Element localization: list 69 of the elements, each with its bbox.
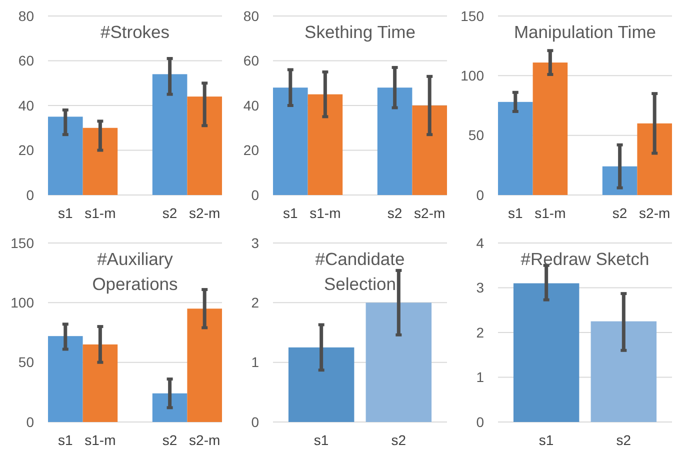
bar (308, 94, 343, 195)
x-tick-label: s1-m (84, 432, 116, 448)
x-tick-label: s2 (612, 205, 628, 221)
chart-title: #Strokes (100, 22, 170, 42)
y-tick-label: 50 (18, 354, 34, 370)
y-tick-label: 0 (476, 414, 484, 430)
bar (82, 344, 118, 422)
y-tick-label: 150 (10, 234, 34, 251)
x-tick-label: s1 (508, 205, 523, 221)
x-tick-label: s2-m (414, 205, 446, 221)
x-tick-label: s2-m (189, 205, 220, 221)
x-tick-label: s1 (58, 205, 73, 221)
y-tick-label: 4 (476, 234, 484, 251)
bar (82, 128, 118, 195)
bar (602, 166, 638, 195)
bar (377, 88, 412, 195)
y-tick-label: 0 (251, 186, 260, 203)
y-tick-label: 150 (460, 8, 484, 24)
y-tick-label: 80 (18, 8, 34, 24)
y-tick-label: 40 (18, 97, 34, 114)
x-tick-label: s2 (616, 432, 632, 448)
bar (532, 62, 568, 195)
y-tick-label: 40 (243, 97, 260, 114)
chart-title: Skething Time (304, 22, 416, 42)
text: #Candidate Selection (315, 249, 405, 294)
y-tick-label: 0 (476, 186, 484, 203)
y-tick-label: 20 (18, 142, 34, 158)
x-tick-label: s1 (538, 432, 554, 448)
y-tick-label: 20 (243, 142, 260, 158)
y-tick-label: 0 (251, 414, 260, 430)
y-tick-label: 0 (26, 186, 34, 203)
bar (273, 88, 308, 195)
bar (152, 393, 188, 422)
x-tick-label: s1-m (534, 205, 566, 221)
bar (187, 96, 222, 195)
x-tick-label: s2 (162, 432, 178, 448)
x-tick-label: s2-m (639, 205, 670, 221)
x-tick-label: s1-m (84, 205, 116, 221)
x-tick-label: s2 (387, 205, 402, 221)
chart-title: #Redraw Sketch (520, 249, 650, 269)
y-tick-label: 3 (251, 234, 260, 251)
y-tick-label: 50 (468, 127, 484, 144)
x-tick-label: s2-m (189, 432, 220, 448)
y-tick-label: 60 (243, 52, 260, 69)
y-tick-label: 100 (460, 68, 484, 84)
x-tick-label: s1 (58, 432, 73, 448)
text: #Auxiliary Operations (92, 249, 178, 294)
y-tick-label: 2 (251, 294, 260, 311)
y-tick-label: 1 (251, 354, 260, 370)
y-tick-label: 60 (18, 52, 34, 69)
chart-title: Manipulation Time (514, 22, 656, 42)
bar (152, 74, 188, 195)
y-tick-label: 2 (476, 324, 484, 340)
bar (498, 102, 533, 195)
bar (637, 123, 672, 195)
bar (48, 336, 83, 422)
x-tick-label: s2 (162, 205, 178, 221)
y-tick-label: 0 (26, 414, 34, 430)
y-tick-label: 3 (476, 280, 484, 296)
y-tick-label: 100 (10, 294, 34, 311)
x-tick-label: s2 (391, 432, 406, 448)
bar (412, 106, 447, 195)
x-tick-label: s1 (314, 432, 329, 448)
y-tick-label: 80 (243, 8, 260, 24)
x-tick-label: s1-m (310, 205, 341, 221)
x-tick-label: s1 (283, 205, 298, 221)
bar (187, 308, 222, 422)
y-tick-label: 1 (476, 369, 484, 386)
bar (48, 116, 83, 195)
